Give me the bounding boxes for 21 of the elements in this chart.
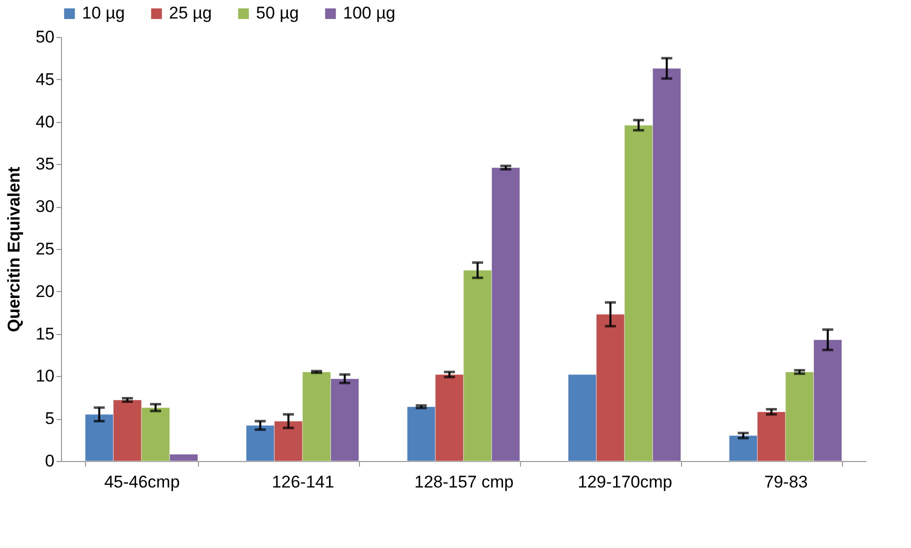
x-tick-label: 129-170cmp <box>578 472 672 492</box>
y-tick-label: 35 <box>36 154 54 174</box>
x-tick-label: 79-83 <box>764 472 808 492</box>
legend-label: 25 µg <box>169 4 212 23</box>
x-tick-label: 128-157 cmp <box>414 472 514 492</box>
y-axis-title: Quercitin Equivalent <box>4 166 24 332</box>
legend-label: 10 µg <box>82 4 125 23</box>
y-tick-label: 10 <box>36 366 54 386</box>
x-tick-label: 126-141 <box>272 472 334 492</box>
y-tick-label: 20 <box>36 282 54 301</box>
y-tick-label: 30 <box>36 197 54 216</box>
y-tick-label: 45 <box>36 70 54 89</box>
x-tick-label: 45-46cmp <box>104 472 180 492</box>
y-tick-label: 0 <box>45 452 54 470</box>
y-tick-label: 5 <box>45 409 54 428</box>
y-tick-label: 15 <box>36 324 54 344</box>
legend-label: 50 µg <box>256 4 299 23</box>
y-tick-label: 25 <box>36 240 54 258</box>
y-tick-label: 50 <box>36 28 54 46</box>
y-tick-label: 40 <box>36 112 54 132</box>
legend-label: 100 µg <box>343 4 396 23</box>
